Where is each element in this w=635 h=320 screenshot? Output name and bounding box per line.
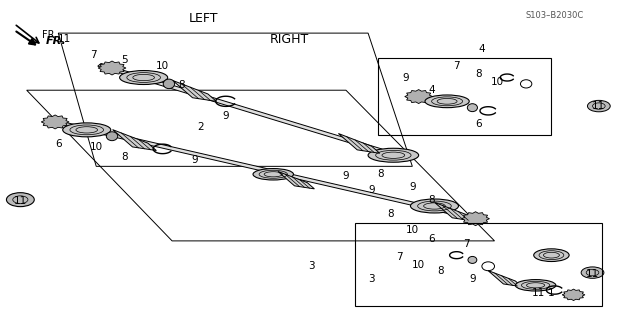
- Text: 11: 11: [532, 288, 545, 298]
- Bar: [378, 59, 551, 135]
- Text: 10: 10: [406, 225, 419, 235]
- Text: 8: 8: [438, 266, 444, 276]
- Text: 9: 9: [343, 171, 349, 181]
- Text: 10: 10: [156, 61, 169, 71]
- Text: 9: 9: [191, 155, 197, 165]
- Circle shape: [587, 100, 610, 112]
- Polygon shape: [41, 115, 69, 129]
- Text: 4: 4: [428, 85, 434, 95]
- Text: 11: 11: [14, 196, 27, 206]
- Ellipse shape: [516, 280, 556, 291]
- Polygon shape: [112, 130, 156, 150]
- Text: 8: 8: [428, 195, 434, 205]
- Ellipse shape: [467, 104, 478, 112]
- Circle shape: [6, 193, 34, 207]
- Polygon shape: [48, 119, 451, 214]
- Polygon shape: [173, 80, 217, 101]
- Bar: [356, 223, 602, 306]
- Ellipse shape: [410, 199, 458, 213]
- Polygon shape: [98, 61, 126, 75]
- Ellipse shape: [106, 132, 117, 141]
- Text: 10: 10: [90, 142, 103, 152]
- Text: 9: 9: [222, 111, 229, 121]
- Text: 6: 6: [428, 234, 434, 244]
- Text: LEFT: LEFT: [189, 12, 218, 25]
- Polygon shape: [278, 172, 314, 189]
- Ellipse shape: [534, 249, 569, 261]
- Ellipse shape: [119, 70, 168, 84]
- Text: 7: 7: [463, 239, 469, 249]
- Text: FR.: FR.: [46, 36, 67, 46]
- Text: 11: 11: [586, 269, 599, 279]
- Text: 6: 6: [55, 139, 62, 149]
- Ellipse shape: [468, 256, 477, 263]
- Polygon shape: [98, 63, 382, 152]
- Ellipse shape: [425, 95, 469, 108]
- Text: 9: 9: [409, 182, 416, 192]
- Text: 2: 2: [197, 122, 204, 132]
- Circle shape: [581, 267, 604, 278]
- Text: 11: 11: [58, 35, 71, 44]
- Text: RIGHT: RIGHT: [269, 33, 309, 46]
- Text: 8: 8: [377, 169, 384, 179]
- Text: 5: 5: [121, 55, 128, 65]
- Text: 8: 8: [387, 209, 394, 219]
- Text: 3: 3: [308, 261, 314, 271]
- Polygon shape: [562, 289, 585, 300]
- Ellipse shape: [63, 123, 110, 137]
- Text: 7: 7: [396, 252, 403, 262]
- Polygon shape: [434, 203, 474, 221]
- Ellipse shape: [163, 79, 175, 89]
- Ellipse shape: [253, 169, 293, 180]
- Text: 6: 6: [476, 118, 482, 129]
- Text: 3: 3: [368, 274, 375, 284]
- Text: S103–B2030C: S103–B2030C: [525, 11, 584, 20]
- Text: 7: 7: [453, 61, 460, 71]
- Text: 9: 9: [368, 185, 375, 195]
- Text: 8: 8: [178, 80, 185, 91]
- Polygon shape: [462, 212, 490, 226]
- Text: 7: 7: [90, 50, 97, 60]
- Text: 10: 10: [412, 260, 425, 270]
- Text: 8: 8: [121, 152, 128, 162]
- Text: 1: 1: [548, 288, 555, 298]
- Text: 9: 9: [469, 274, 476, 284]
- Polygon shape: [404, 90, 432, 104]
- Text: 11: 11: [592, 101, 605, 111]
- Ellipse shape: [368, 148, 418, 162]
- Text: 10: 10: [491, 77, 504, 87]
- Polygon shape: [488, 270, 522, 287]
- Text: 4: 4: [479, 44, 485, 54]
- Polygon shape: [338, 133, 380, 153]
- Text: FR.: FR.: [43, 30, 58, 40]
- Text: 8: 8: [476, 69, 482, 79]
- Text: 9: 9: [403, 73, 410, 83]
